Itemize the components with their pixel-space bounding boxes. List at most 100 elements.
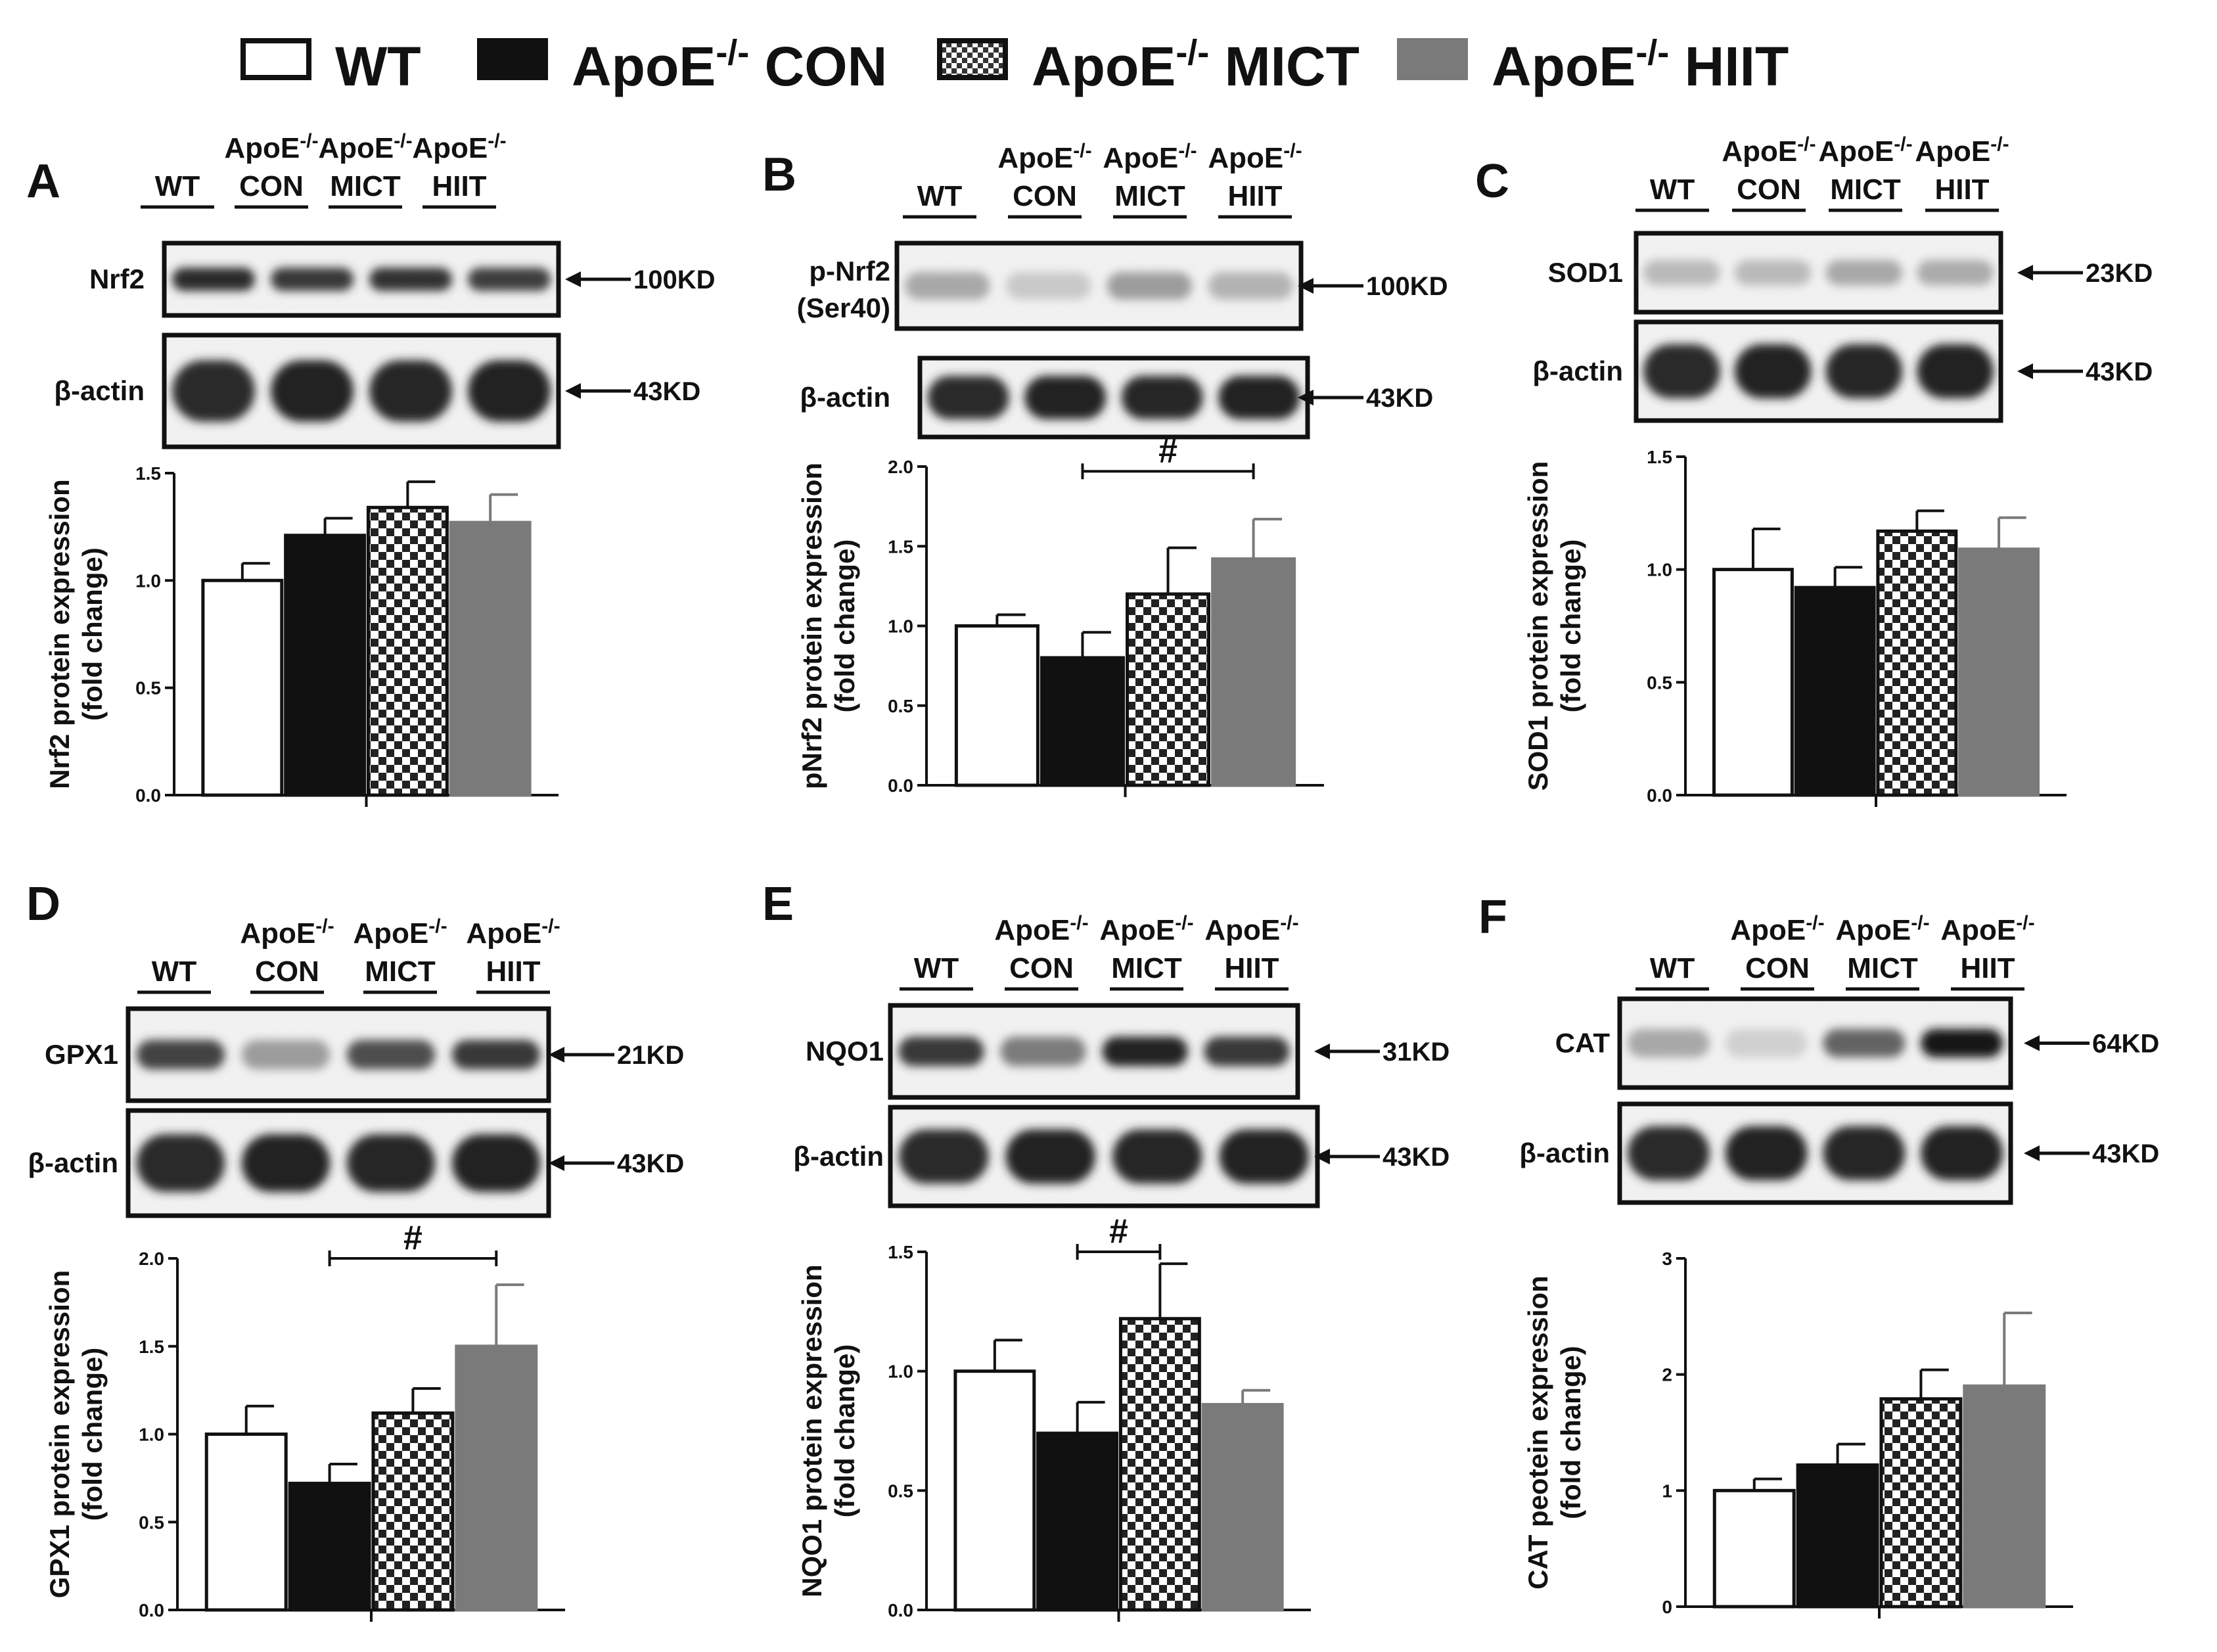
y-tick-label: 1.5 bbox=[135, 463, 161, 484]
bar-0 bbox=[954, 624, 1040, 787]
blot-actin-arrowhead bbox=[565, 383, 581, 399]
bar-2 bbox=[1126, 592, 1211, 787]
bar-plot: 0.0 0.5 1.0 1.5 Nrf2 protein expression(fold… bbox=[44, 463, 559, 807]
blot-target bbox=[1617, 996, 2013, 1090]
bar-3 bbox=[1211, 557, 1296, 787]
blot-target-arrowhead bbox=[1298, 278, 1314, 294]
blot-target-kd: 100KD bbox=[633, 265, 716, 294]
blot-band bbox=[1643, 344, 1720, 399]
lane-label-line1: ApoE-/- bbox=[353, 915, 447, 950]
bar-3 bbox=[455, 1344, 538, 1612]
blot-band bbox=[1734, 344, 1812, 399]
lane-label-line2: CON bbox=[239, 170, 304, 202]
blot-band bbox=[136, 1134, 225, 1192]
blot-target-arrowhead bbox=[565, 271, 581, 287]
legend-label-1: ApoE-/- CON bbox=[572, 33, 887, 97]
bar-plot: 0.0 0.5 1.0 1.5 2.0 GPX1 protein expression(f… bbox=[44, 1219, 565, 1622]
lane-label-line1: ApoE-/- bbox=[1940, 912, 2034, 946]
blot-band bbox=[1734, 260, 1812, 286]
legend-swatch-0 bbox=[240, 38, 311, 80]
lane-label-line2: MICT bbox=[1111, 952, 1182, 984]
blot-actin-arrowhead bbox=[1314, 1149, 1330, 1164]
blot-band bbox=[898, 1036, 984, 1067]
lane-label-line1: ApoE-/- bbox=[224, 130, 318, 164]
blot-band bbox=[1112, 1129, 1202, 1184]
lane-label-line2: HIIT bbox=[1227, 180, 1282, 212]
bar-2 bbox=[371, 1411, 455, 1612]
figure-legend: WT ApoE-/- CON ApoE-/- MICT ApoE-/- HIIT bbox=[240, 33, 1789, 97]
lane-label-line2: CON bbox=[1013, 180, 1077, 212]
bar-2 bbox=[366, 505, 449, 797]
y-axis-label: pNrf2 protein expression(fold change) bbox=[796, 463, 860, 789]
blot-band bbox=[451, 1040, 541, 1070]
bar-2 bbox=[1118, 1317, 1201, 1612]
bar-2 bbox=[1879, 1397, 1963, 1609]
blot-target-kd: 64KD bbox=[2092, 1030, 2159, 1059]
lane-label-line2: HIIT bbox=[432, 170, 486, 202]
blot-target-arrowhead bbox=[2017, 265, 2033, 281]
blot-target bbox=[126, 1006, 551, 1103]
blot-band bbox=[346, 1040, 436, 1070]
lane-label-line2: HIIT bbox=[1224, 952, 1279, 984]
bar-plot: 0.0 0.5 1.0 1.5 NQO1 protein expression(fold… bbox=[796, 1212, 1311, 1622]
legend-label-0: WT bbox=[335, 35, 421, 97]
blot-target-arrowhead bbox=[549, 1047, 564, 1063]
lane-label-line2: WT bbox=[914, 952, 959, 984]
blot-target-label-2: (Ser40) bbox=[797, 292, 890, 323]
lane-label-line1: ApoE-/- bbox=[1818, 133, 1912, 168]
blot-target-kd: 23KD bbox=[2086, 259, 2153, 288]
panel-c: C WT ApoE-/- CON ApoE-/- MICT ApoE-/- HIIT SOD1 β… bbox=[1475, 133, 2153, 807]
blot-actin bbox=[126, 1108, 551, 1218]
y-tick-label: 0.5 bbox=[888, 1480, 913, 1501]
lane-label-line2: CON bbox=[1009, 952, 1074, 984]
bar-1 bbox=[1794, 585, 1876, 797]
panel-letter: B bbox=[762, 149, 796, 201]
lane-label-line2: HIIT bbox=[1934, 173, 1989, 206]
y-tick-label: 2 bbox=[1662, 1365, 1672, 1385]
lane-label-line2: HIIT bbox=[486, 955, 540, 988]
y-tick-label: 0.0 bbox=[135, 785, 161, 806]
blot-target bbox=[888, 1003, 1300, 1100]
y-tick-label: 0.5 bbox=[135, 678, 161, 699]
y-axis-label: SOD1 protein expression(fold change) bbox=[1522, 461, 1586, 791]
blot-actin-label: β-actin bbox=[1519, 1137, 1610, 1168]
lane-label-line1: ApoE-/- bbox=[1722, 133, 1816, 168]
blot-band bbox=[927, 376, 1009, 419]
lane-label-line1: ApoE-/- bbox=[1099, 912, 1193, 946]
bar-0 bbox=[204, 1433, 288, 1612]
blot-band bbox=[468, 267, 551, 291]
blot-band bbox=[172, 267, 255, 291]
blot-band bbox=[1204, 1036, 1290, 1067]
y-tick-label: 1.5 bbox=[139, 1337, 164, 1357]
y-tick-label: 1.0 bbox=[888, 616, 913, 637]
blot-actin-label: β-actin bbox=[793, 1141, 884, 1172]
blot-actin-kd: 43KD bbox=[617, 1149, 684, 1178]
blot-target-arrowhead bbox=[2024, 1035, 2040, 1051]
y-axis-label: Nrf2 protein expression(fold change) bbox=[44, 479, 108, 789]
y-tick-label: 0.5 bbox=[139, 1512, 164, 1532]
lane-label-line1: ApoE-/- bbox=[412, 130, 506, 164]
panel-letter: A bbox=[26, 155, 60, 208]
lane-label-line1: ApoE-/- bbox=[1204, 912, 1298, 946]
y-tick-label: 2.0 bbox=[139, 1249, 164, 1269]
blot-band bbox=[1725, 1126, 1808, 1181]
lane-label-line1: ApoE-/- bbox=[466, 915, 560, 950]
y-tick-label: 0.0 bbox=[1647, 785, 1672, 806]
lane-label-line1: ApoE-/- bbox=[1915, 133, 2009, 168]
panel-b: B WT ApoE-/- CON ApoE-/- MICT ApoE-/- HIIT p-Nrf… bbox=[762, 140, 1448, 797]
blot-target-kd: 31KD bbox=[1383, 1038, 1450, 1067]
y-axis-label: NQO1 protein expression(fold change) bbox=[796, 1264, 860, 1597]
blot-actin-kd: 43KD bbox=[2092, 1139, 2159, 1168]
y-tick-label: 1.5 bbox=[888, 1242, 913, 1262]
blot-band bbox=[369, 360, 452, 422]
blot-band bbox=[1005, 1129, 1095, 1184]
sig-label: # bbox=[403, 1219, 423, 1257]
lane-label-line2: WT bbox=[152, 955, 197, 988]
blot-band bbox=[369, 267, 452, 291]
bar-3 bbox=[1958, 547, 2040, 797]
y-tick-label: 3 bbox=[1662, 1249, 1672, 1269]
blot-band bbox=[451, 1134, 541, 1192]
legend-label-3: ApoE-/- HIIT bbox=[1492, 33, 1789, 97]
y-tick-label: 0.0 bbox=[888, 775, 913, 796]
